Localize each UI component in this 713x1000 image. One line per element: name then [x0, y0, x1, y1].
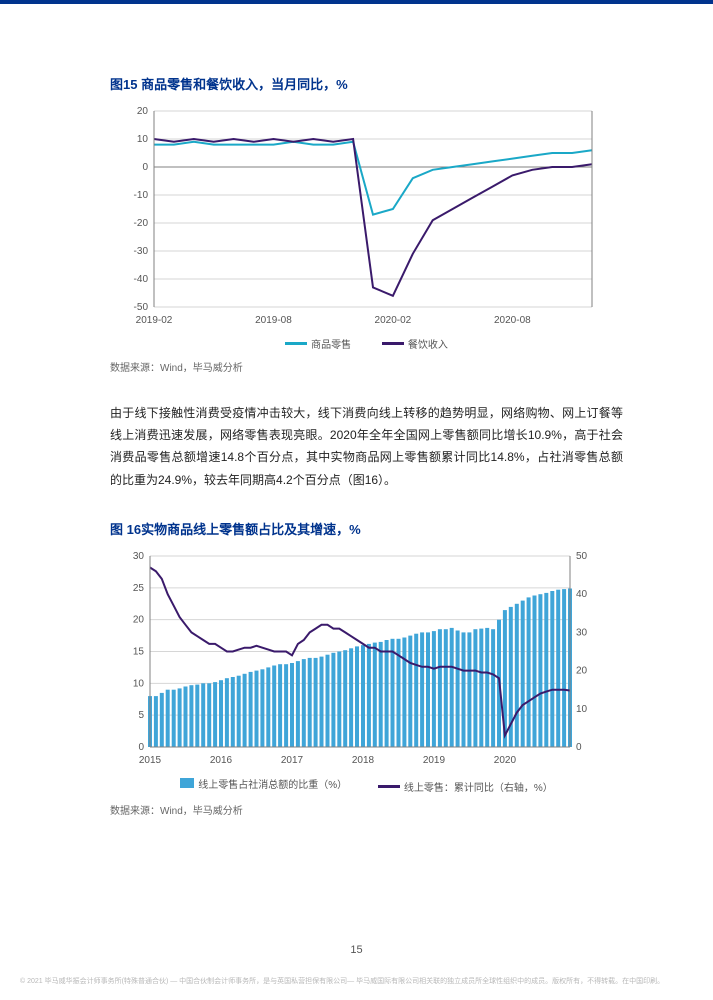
svg-text:2019-02: 2019-02: [136, 315, 173, 326]
svg-text:5: 5: [138, 710, 144, 721]
chart1-title: 图15 商品零售和餐饮收入，当月同比，%: [110, 74, 623, 93]
svg-text:-10: -10: [134, 190, 149, 201]
svg-text:30: 30: [133, 551, 145, 562]
svg-text:-20: -20: [134, 218, 149, 229]
body-paragraph: 由于线下接触性消费受疫情冲击较大，线下消费向线上转移的趋势明显，网络购物、网上订…: [110, 402, 623, 491]
svg-text:0: 0: [576, 742, 582, 753]
svg-text:10: 10: [137, 134, 149, 145]
svg-text:20: 20: [576, 665, 588, 676]
chart1-legend: 商品零售 餐饮收入: [110, 336, 623, 351]
chart1-source: 数据来源：Wind，毕马威分析: [110, 359, 623, 374]
chart1-legend2: 餐饮收入: [408, 336, 448, 351]
chart2-legend1: 线上零售占社消总额的比重（%）: [198, 776, 347, 791]
svg-text:0: 0: [138, 742, 144, 753]
svg-text:0: 0: [142, 162, 148, 173]
svg-text:2020-08: 2020-08: [494, 315, 531, 326]
chart2-legend: 线上零售占社消总额的比重（%） 线上零售：累计同比（右轴，%）: [110, 776, 623, 795]
chart1-legend1: 商品零售: [311, 336, 351, 351]
svg-text:2020: 2020: [494, 755, 517, 766]
svg-text:2020-02: 2020-02: [375, 315, 412, 326]
svg-text:2018: 2018: [352, 755, 375, 766]
svg-text:20: 20: [133, 614, 145, 625]
svg-text:50: 50: [576, 551, 588, 562]
svg-text:20: 20: [137, 106, 149, 117]
chart2-title: 图 16实物商品线上零售额占比及其增速，%: [110, 519, 623, 538]
svg-text:2019-08: 2019-08: [255, 315, 292, 326]
svg-text:40: 40: [576, 589, 588, 600]
svg-text:-40: -40: [134, 274, 149, 285]
svg-text:10: 10: [133, 678, 145, 689]
svg-text:30: 30: [576, 627, 588, 638]
svg-text:2015: 2015: [139, 755, 162, 766]
svg-text:10: 10: [576, 704, 588, 715]
svg-text:15: 15: [133, 646, 145, 657]
chart1-container: -50 -40 -30 -20 -10 0 10 20 2019-02 2019-08 2020-0…: [110, 101, 623, 351]
svg-text:2017: 2017: [281, 755, 304, 766]
svg-text:-50: -50: [134, 302, 149, 313]
chart2-source: 数据来源：Wind，毕马威分析: [110, 802, 623, 817]
svg-text:2019: 2019: [423, 755, 446, 766]
copyright-text: © 2021 毕马威华振会计师事务所(特殊普通合伙) — 中国合伙制会计师事务所…: [20, 977, 693, 986]
chart2-container: 0 5 10 15 20 25 30 0 10 20 30 40 50 2015 2016 2017 2018 2…: [110, 546, 623, 795]
page-number: 15: [0, 944, 713, 956]
svg-text:-30: -30: [134, 246, 149, 257]
svg-text:25: 25: [133, 583, 145, 594]
svg-text:2016: 2016: [210, 755, 233, 766]
chart2-legend2: 线上零售：累计同比（右轴，%）: [404, 779, 553, 794]
